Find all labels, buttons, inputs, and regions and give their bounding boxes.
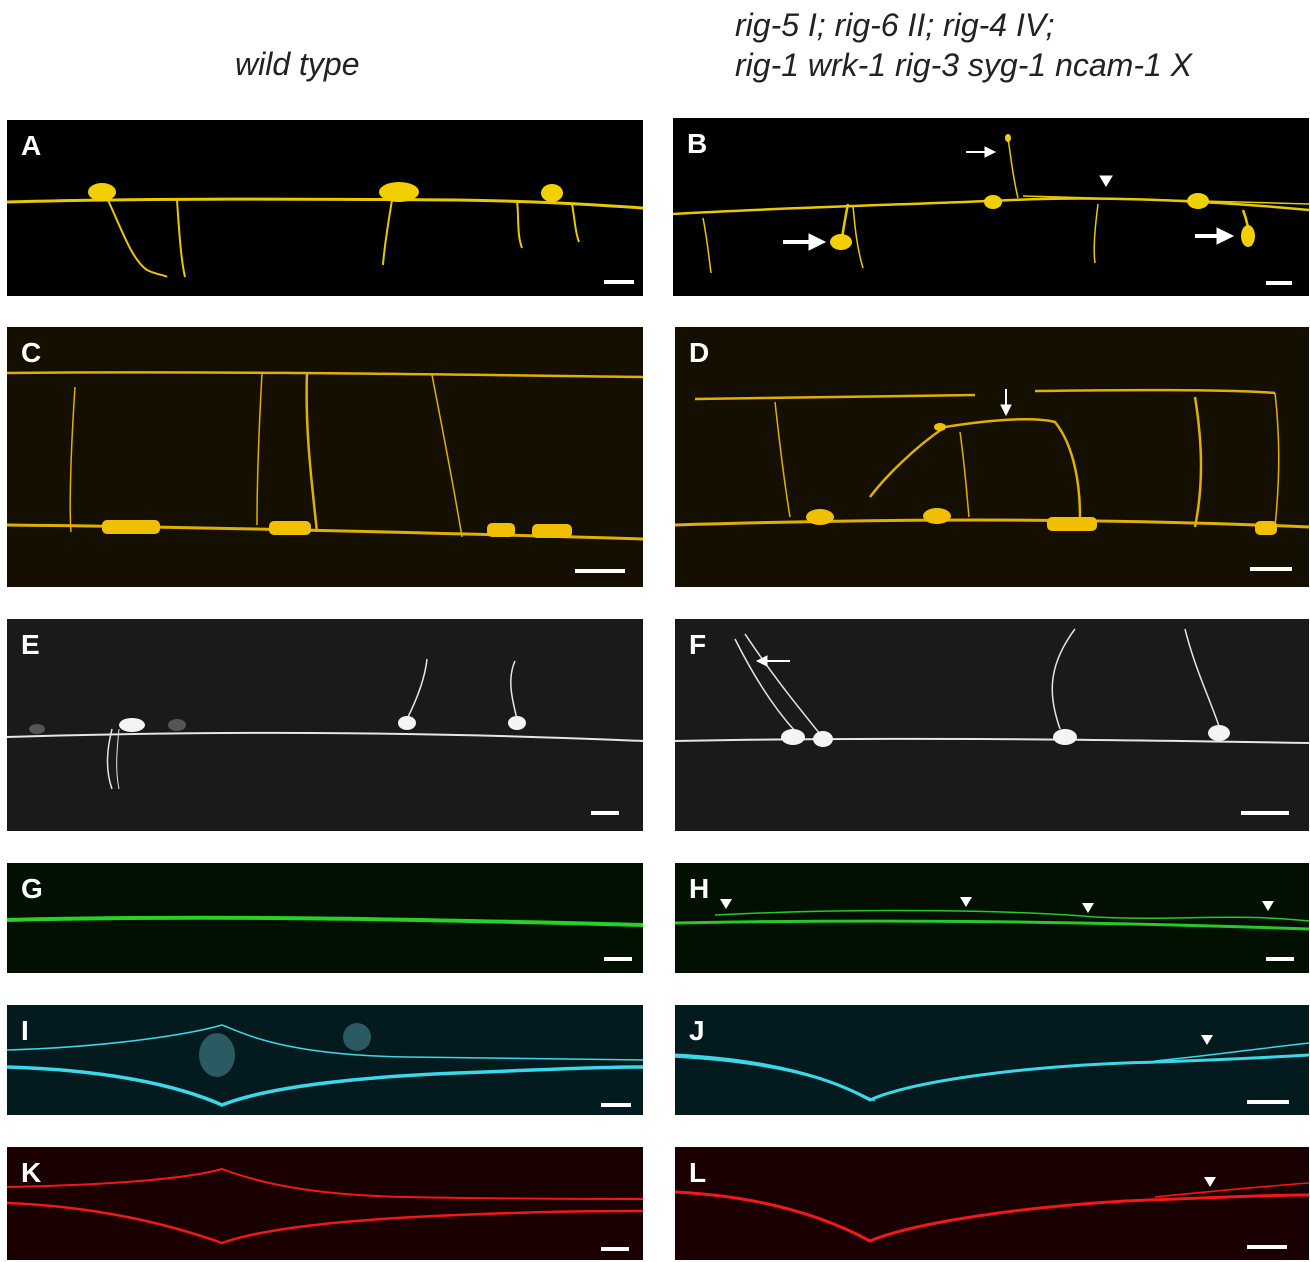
panel-k-axons: [7, 1167, 643, 1245]
panel-j-mutant-micrograph: J: [675, 1005, 1309, 1115]
panel-label-i: I: [21, 1015, 29, 1046]
panel-f-neurons: [675, 628, 1309, 747]
panel-c-wild-type-micrograph: C: [7, 327, 643, 587]
scale-bar-a: [604, 280, 634, 284]
panel-g-axons: [7, 915, 643, 927]
panel-f-mutant-micrograph: F: [675, 619, 1309, 831]
mutant-genotype-header-line1: rig-5 I; rig-6 II; rig-4 IV;: [735, 7, 1055, 43]
scale-bar-j: [1247, 1100, 1289, 1104]
scale-bar-i: [601, 1103, 631, 1107]
panel-label-l: L: [689, 1157, 707, 1188]
scale-bar-b: [1266, 281, 1292, 285]
mutant-genotype-header-line2: rig-1 wrk-1 rig-3 syg-1 ncam-1 X: [735, 47, 1192, 83]
panel-i-wild-type-micrograph: I: [7, 1005, 643, 1115]
panel-label-b: B: [687, 128, 708, 159]
scale-bar-g: [604, 957, 632, 961]
panel-e-wild-type-micrograph: E: [7, 619, 643, 831]
panel-b-neurons: [673, 134, 1309, 274]
panel-label-g: G: [21, 873, 43, 904]
panel-l-axons: [675, 1177, 1309, 1243]
panel-label-h: H: [689, 873, 710, 904]
panel-j-axons: [675, 1035, 1309, 1102]
panel-c-neurons: [7, 371, 643, 541]
panel-label-c: C: [21, 337, 42, 368]
panel-label-k: K: [21, 1157, 42, 1188]
panel-g-wild-type-micrograph: G: [7, 863, 643, 973]
panel-label-d: D: [689, 337, 710, 368]
panel-k-wild-type-micrograph: K: [7, 1147, 643, 1260]
panel-b-mutant-micrograph: B: [673, 118, 1309, 296]
wild-type-column-header: wild type: [235, 46, 360, 82]
panel-label-j: J: [689, 1015, 705, 1046]
panel-h-axons: [675, 897, 1309, 931]
panel-h-mutant-micrograph: H: [675, 863, 1309, 973]
panel-label-a: A: [21, 130, 42, 161]
panel-a-neurons: [7, 182, 643, 278]
panel-a-wild-type-micrograph: A: [7, 120, 643, 296]
panel-l-mutant-micrograph: L: [675, 1147, 1309, 1260]
scale-bar-l: [1247, 1245, 1287, 1249]
scale-bar-k: [601, 1247, 629, 1251]
scale-bar-d: [1250, 567, 1292, 571]
panel-i-axons: [7, 1023, 643, 1107]
panel-label-f: F: [689, 629, 707, 660]
panel-d-neurons: [675, 388, 1309, 535]
scale-bar-e: [591, 811, 619, 815]
scale-bar-h: [1266, 957, 1294, 961]
scale-bar-f: [1241, 811, 1289, 815]
scale-bar-c: [575, 569, 625, 573]
panel-label-e: E: [21, 629, 40, 660]
panel-d-mutant-micrograph: D: [675, 327, 1309, 587]
panel-e-neurons: [7, 658, 643, 790]
